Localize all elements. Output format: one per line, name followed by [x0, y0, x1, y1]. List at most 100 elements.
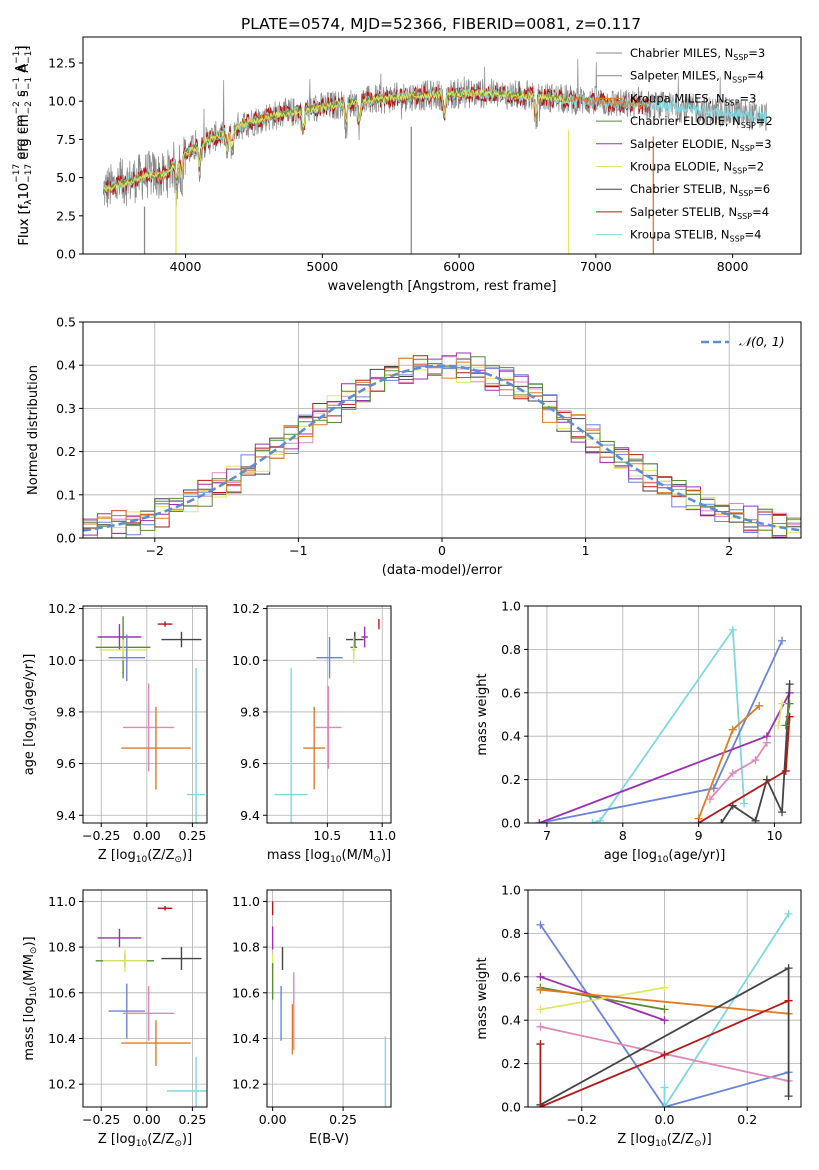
- y-tick-label: 10.4: [232, 1031, 260, 1046]
- y-tick-label: 10.2: [48, 1077, 76, 1092]
- x-axis-label-part: )]: [381, 848, 391, 863]
- weight-marker: [784, 1092, 793, 1101]
- x-axis-label-part: ⊙: [373, 855, 381, 865]
- legend-label: 𝒩(0, 1): [739, 334, 785, 349]
- y-tick-label: 0.8: [501, 926, 521, 941]
- y-axis-label-part: −1: [12, 51, 22, 64]
- axes-frame: [82, 36, 802, 255]
- legend-label-part: =4: [747, 69, 764, 83]
- histogram-series: [83, 356, 801, 538]
- weight-marker: [728, 625, 737, 634]
- x-tick-label: 10: [767, 828, 783, 843]
- legend-label: Chabrier ELODIE, NSSP=2: [630, 114, 773, 130]
- x-axis-label-part: mass [log: [267, 848, 330, 863]
- weight-marker: [660, 1005, 669, 1014]
- y-tick-label: 9.8: [56, 704, 76, 719]
- histogram-series: [83, 352, 801, 538]
- x-axis-label-part: (M/M: [342, 848, 374, 863]
- weight-marker: [755, 701, 764, 710]
- weight-series-line: [540, 986, 665, 1011]
- age_vs_Z-panel: −0.25 0.00 0.259.49.69.810.010.2Z [log10(Z…: [22, 601, 208, 865]
- x-tick-label: 4000: [170, 259, 202, 274]
- weight-marker: [785, 680, 794, 689]
- x-axis-label-part: 10: [655, 1139, 667, 1149]
- y-axis-label-part: −2: [12, 101, 22, 114]
- y-tick-label: 0.2: [56, 444, 76, 459]
- y-tick-label: 9.4: [56, 808, 76, 823]
- y-tick-label: 0.3: [56, 401, 76, 416]
- x-tick-label: 0.00: [259, 1112, 287, 1127]
- y-tick-label: 5.0: [56, 170, 76, 185]
- weight-series-line: [539, 924, 789, 1107]
- y-axis-label: Normed distribution: [26, 365, 41, 495]
- y-tick-label: 0.2: [501, 772, 521, 787]
- legend-label: Kroupa STELIB, NSSP=4: [630, 228, 761, 244]
- axes-frame: [527, 605, 802, 824]
- y-tick-label: 10.8: [232, 940, 260, 955]
- legend-label: Salpeter MILES, NSSP=4: [630, 69, 764, 85]
- y-axis-label-part: 10: [17, 183, 32, 200]
- weight-marker: [778, 808, 787, 817]
- x-tick-label: 7: [543, 828, 551, 843]
- weight-marker: [536, 920, 545, 929]
- y-tick-label: 10.0: [48, 653, 76, 668]
- y-tick-label: 11.0: [48, 894, 76, 909]
- legend-label-part: =6: [753, 182, 770, 196]
- x-axis-label-part: Z [log: [98, 1132, 136, 1147]
- y-axis-label-part: ]: [17, 46, 32, 51]
- y-axis-label-part: )]: [22, 936, 37, 946]
- y-axis-label-part: age [log: [22, 722, 37, 775]
- y-axis-label-part: λ: [24, 199, 34, 205]
- y-tick-label: 9.4: [240, 808, 260, 823]
- x-axis-label-part: ⊙: [694, 1139, 702, 1149]
- legend-label-part: Salpeter MILES, N: [630, 69, 732, 83]
- x-tick-label: −0.25: [82, 828, 120, 843]
- legend-label: Kroupa ELODIE, NSSP=2: [630, 160, 764, 176]
- x-tick-label: 8000: [717, 259, 749, 274]
- y-axis-label-part: Flux [f: [17, 204, 32, 245]
- legend-label: Salpeter ELODIE, NSSP=3: [630, 137, 772, 153]
- x-axis-label-part: Z [log: [98, 848, 136, 863]
- y-axis-label-part: s: [17, 90, 32, 101]
- legend-label: Chabrier MILES, NSSP=3: [630, 46, 765, 62]
- y-axis-label-part: ]: [14, 46, 29, 51]
- x-axis-label-part: 10: [330, 855, 342, 865]
- legend-label: Chabrier STELIB, NSSP=6: [630, 182, 770, 198]
- legend-label-part: SSP: [732, 76, 747, 85]
- legend-label-part: SSP: [740, 144, 755, 153]
- legend-label-part: Kroupa MILES, N: [630, 91, 725, 105]
- weight-marker: [536, 985, 545, 994]
- y-axis-label: Flux [fλ10−17 erg cm−2 s−1 A−1]: [17, 46, 34, 246]
- x-axis-label-part: (Z/Z: [667, 1132, 694, 1147]
- legend-label-part: SSP: [733, 53, 748, 62]
- x-axis-label-part: ⊙: [174, 1139, 182, 1149]
- y-tick-label: 10.8: [48, 940, 76, 955]
- x-axis-label-part: Z [log: [617, 1132, 655, 1147]
- weight-marker: [660, 1016, 669, 1025]
- weight-marker: [728, 769, 737, 778]
- x-tick-label: −1: [289, 543, 307, 558]
- y-axis-label-part: (M/M: [22, 954, 37, 986]
- x-tick-label: 0.2: [737, 1112, 757, 1127]
- weight-marker: [694, 819, 703, 823]
- y-axis-label-part: (age/yr)]: [22, 654, 37, 711]
- weight-marker: [536, 1022, 545, 1031]
- x-axis-label-part: age [log: [604, 848, 657, 863]
- y-tick-label: 0.0: [501, 1100, 521, 1115]
- legend-label-part: SSP: [738, 189, 753, 198]
- y-axis-label-part: mass [log: [22, 997, 37, 1060]
- y-axis-label: mass [log10(M/M⊙)]: [22, 936, 39, 1060]
- weight-marker: [660, 983, 669, 992]
- y-axis-label-part: −17: [12, 164, 22, 183]
- y-axis-label-part: −1: [24, 51, 34, 64]
- x-tick-label: −2: [146, 543, 164, 558]
- legend-label-part: Salpeter STELIB, N: [630, 205, 737, 219]
- y-tick-label: 10.0: [48, 94, 76, 109]
- legend-label-part: =2: [756, 114, 773, 128]
- y-tick-label: 0.8: [501, 642, 521, 657]
- x-axis-label-part: 10: [657, 855, 669, 865]
- x-tick-label: 11.0: [368, 828, 396, 843]
- x-tick-label: 0.0: [655, 1112, 675, 1127]
- weight-marker: [751, 816, 760, 823]
